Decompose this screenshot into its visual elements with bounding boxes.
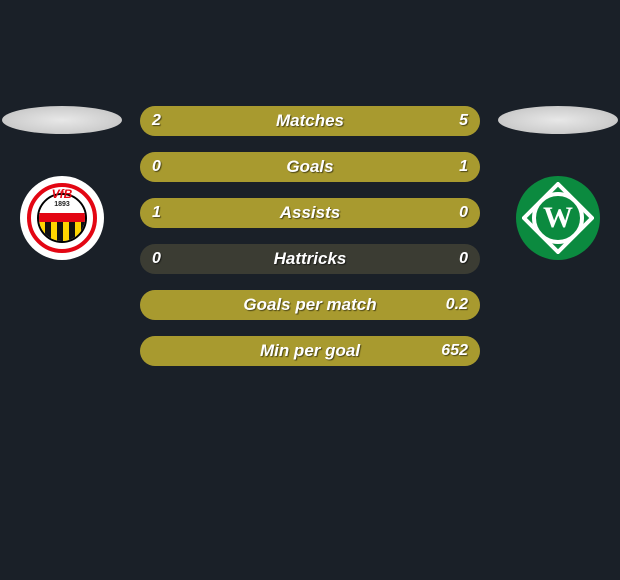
vfb-stuttgart-icon: VfB 1893 bbox=[27, 183, 97, 253]
stat-row: 25Matches bbox=[140, 106, 480, 136]
stat-row: 00Hattricks bbox=[140, 244, 480, 274]
stat-label: Min per goal bbox=[140, 336, 480, 366]
stat-row: 10Assists bbox=[140, 198, 480, 228]
club-badge-left: VfB 1893 bbox=[20, 176, 104, 260]
werder-bremen-icon: W bbox=[522, 182, 594, 254]
stat-row: 01Goals bbox=[140, 152, 480, 182]
player-left-column: VfB 1893 bbox=[2, 106, 122, 260]
stat-bars: 25Matches 01Goals 10Assists 00Hattricks 0.2G… bbox=[140, 106, 480, 366]
player-silhouette-left bbox=[2, 106, 122, 134]
stat-row: 652Min per goal bbox=[140, 336, 480, 366]
stat-label: Goals bbox=[140, 152, 480, 182]
stat-label: Goals per match bbox=[140, 290, 480, 320]
comparison-panel: VfB 1893 25Matches 01Goals 10Assists 00Hatt… bbox=[0, 106, 620, 366]
player-silhouette-right bbox=[498, 106, 618, 134]
stat-label: Hattricks bbox=[140, 244, 480, 274]
stat-row: 0.2Goals per match bbox=[140, 290, 480, 320]
club-badge-right: W bbox=[516, 176, 600, 260]
stat-label: Assists bbox=[140, 198, 480, 228]
stat-label: Matches bbox=[140, 106, 480, 136]
player-right-column: W bbox=[498, 106, 618, 260]
